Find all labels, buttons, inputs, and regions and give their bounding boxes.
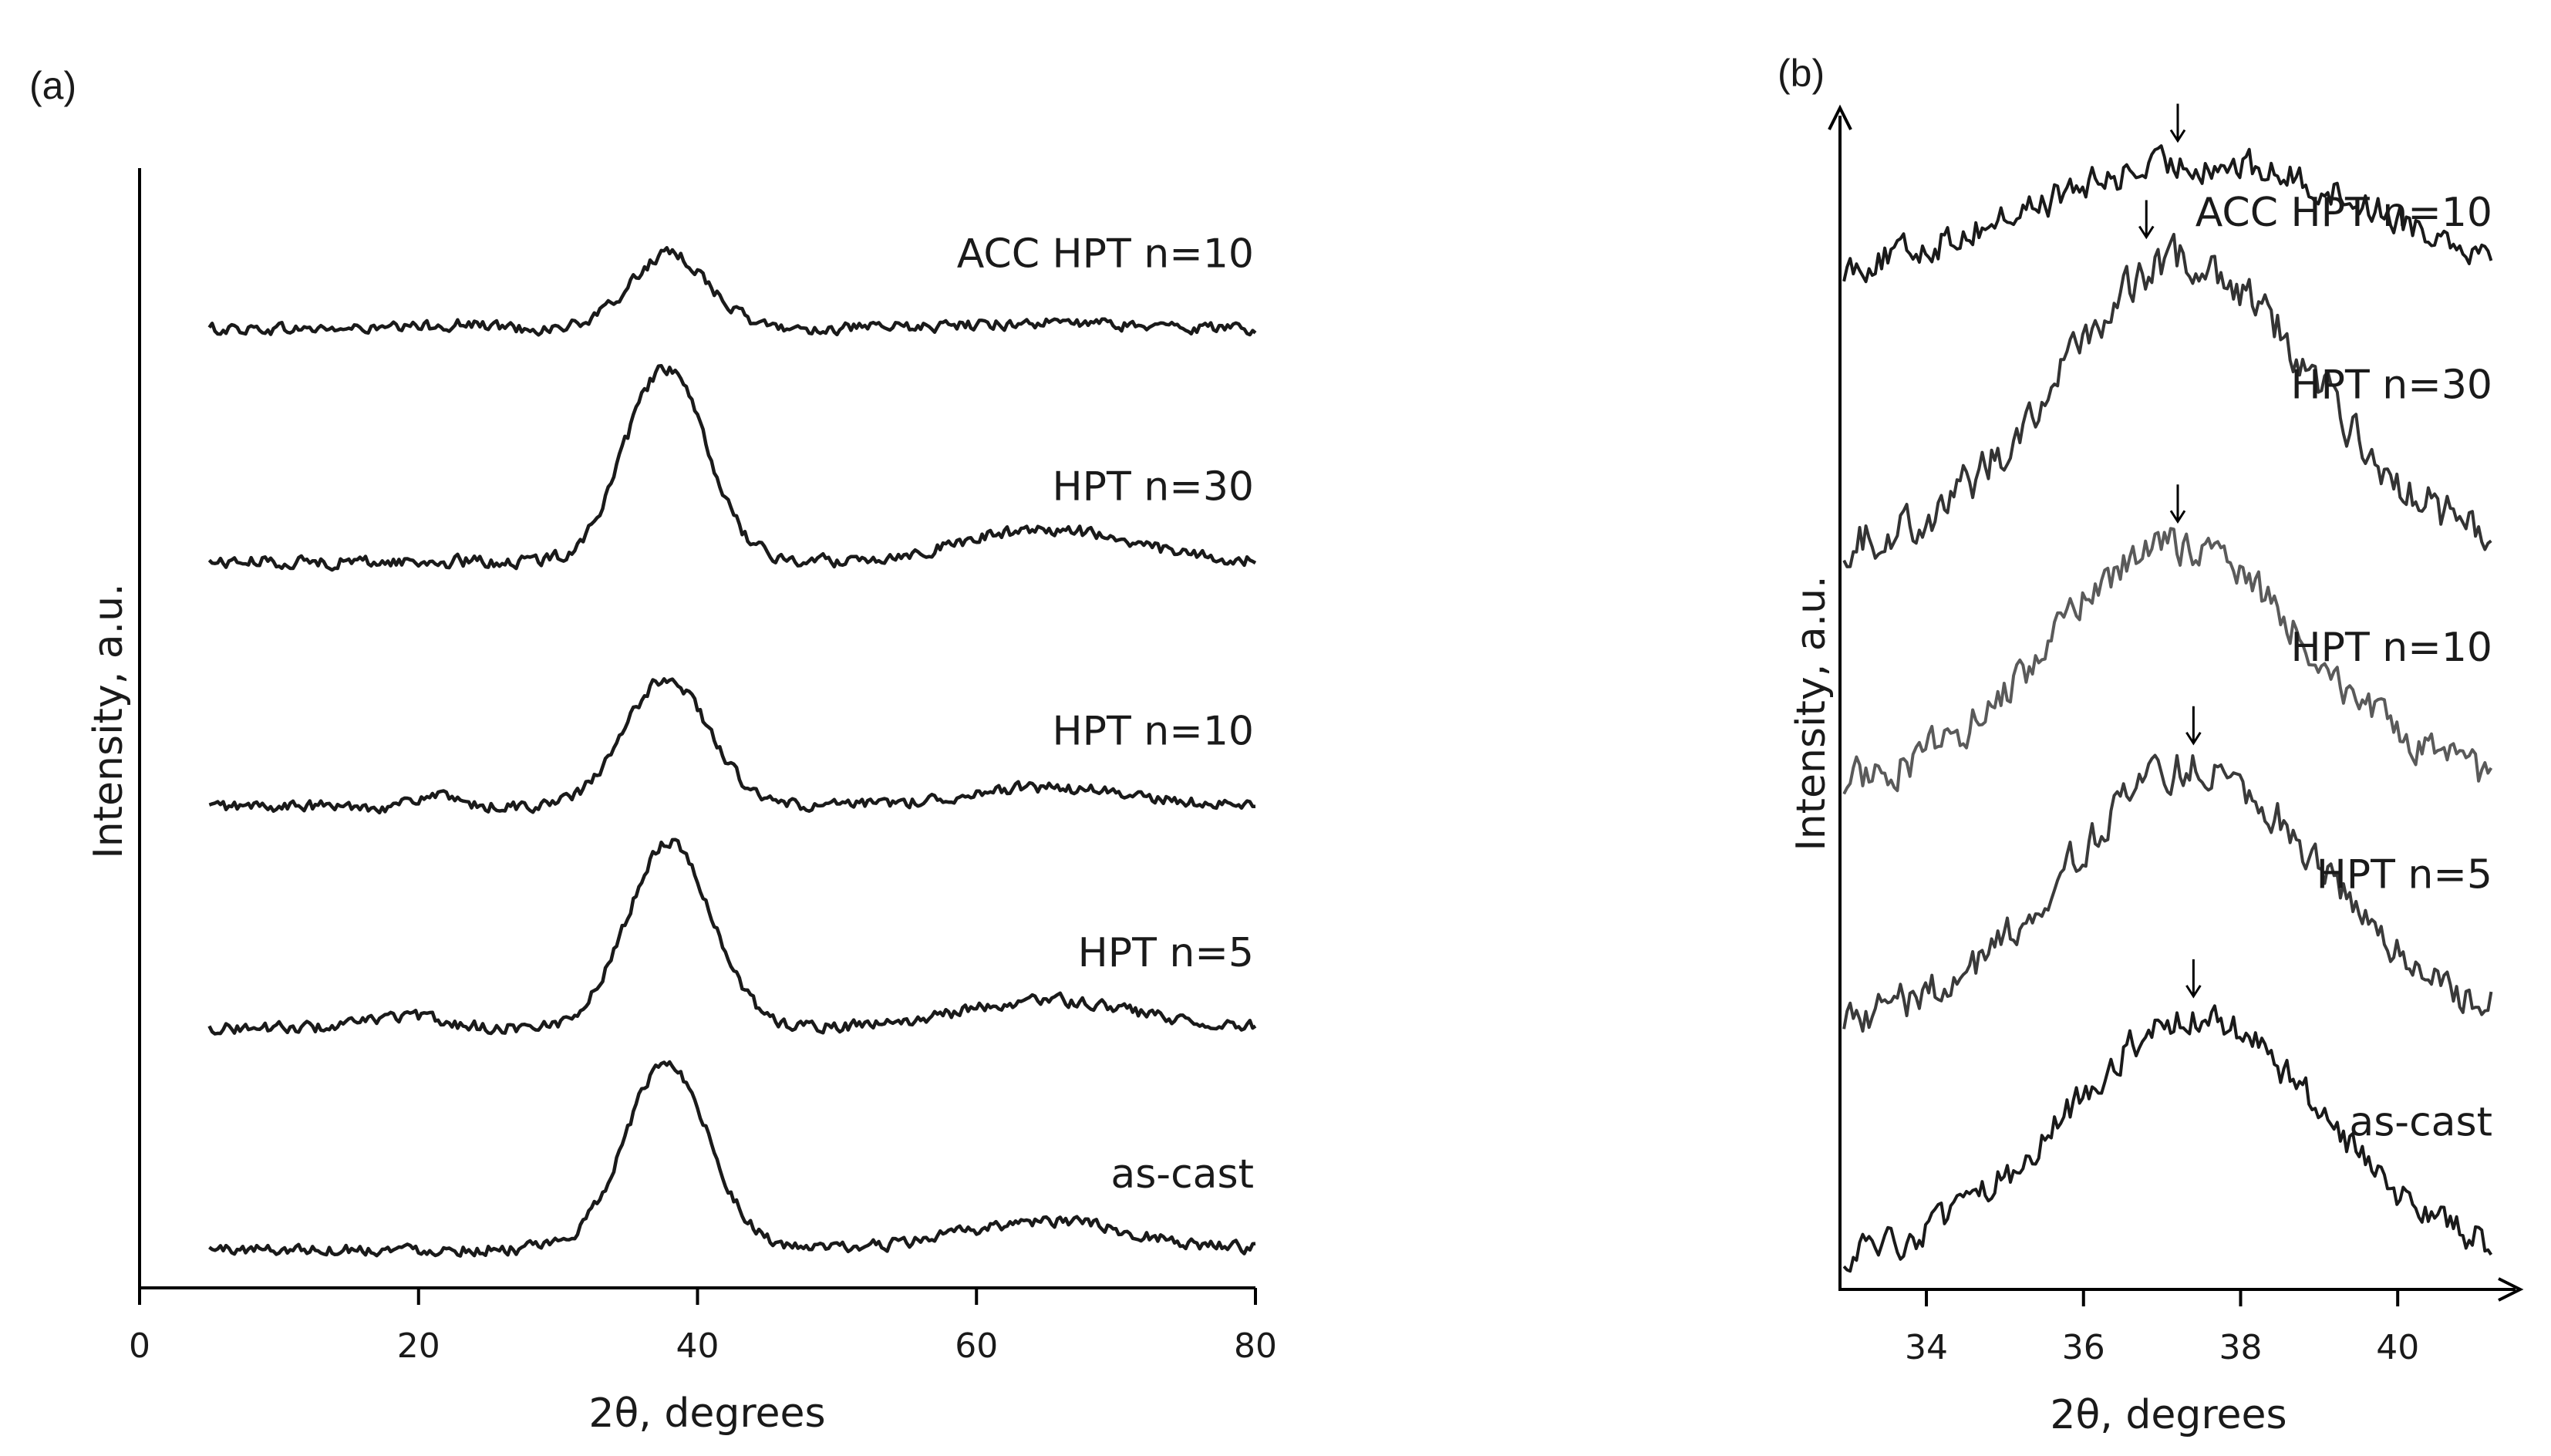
trace-hpt-n-10 [208,677,1256,815]
panel-b-ticks: 34 36 38 40 [1905,1289,2419,1367]
x-tick-label: 60 [955,1326,998,1366]
trace-label: HPT n=5 [2317,851,2492,898]
x-tick-label: 40 [676,1326,719,1366]
trace-as-cast [208,1060,1256,1258]
trace-label: ACC HPT n=10 [957,231,1254,277]
panel-a-label: (a) [29,64,76,107]
trace-hpt-n-5 [1842,753,2493,1033]
x-tick-label: 20 [397,1326,440,1366]
trace-acc-hpt-n-10 [207,246,1257,337]
x-tick-label: 0 [129,1326,150,1366]
trace-label: ACC HPT n=10 [2195,190,2492,236]
trace-label: HPT n=10 [1053,709,1254,755]
trace-hpt-n-10 [1842,527,2493,795]
panel-b-x-arrowhead [2498,1277,2524,1302]
peak-arrow [2185,959,2202,999]
x-tick-label: 36 [2062,1328,2105,1367]
panel-b-y-arrowhead [1828,104,1852,130]
trace-hpt-n-5 [207,838,1257,1036]
trace-label: HPT n=10 [2291,625,2492,671]
panel-a: (a) 0 20 40 60 80 ACC HPT n=10 HPT n=30 HPT n=… [29,64,1277,1437]
peak-arrow [2185,706,2202,746]
panel-b: (b) 34 36 38 40 ACC HPT n=10 HPT n=30 HPT n=1… [1778,52,2524,1438]
trace-label: HPT n=30 [1053,464,1254,511]
trace-label: HPT n=30 [2291,362,2492,408]
trace-label: as-cast [2349,1100,2492,1146]
panel-b-x-title: 2θ, degrees [2050,1392,2286,1438]
panel-a-x-title: 2θ, degrees [588,1390,825,1437]
panel-a-traces: ACC HPT n=10 HPT n=30 HPT n=10 HPT n=5 as-ca… [207,231,1257,1258]
trace-label: as-cast [1110,1151,1254,1198]
trace-hpt-n-30 [1842,232,2492,568]
trace-hpt-n-30 [207,363,1257,572]
x-tick-label: 40 [2376,1328,2419,1367]
x-tick-label: 38 [2219,1328,2262,1367]
trace-as-cast [1842,1004,2493,1273]
peak-arrow [2138,200,2155,240]
peak-arrow [2169,103,2186,143]
panel-b-y-title: Intensity, a.u. [1788,575,1835,851]
peak-arrow [2169,484,2186,524]
panel-a-ticks: 0 20 40 60 80 [129,1288,1277,1366]
trace-label: HPT n=5 [1078,930,1254,976]
x-tick-label: 34 [1905,1328,1948,1367]
trace-acc-hpt-n-10 [1842,144,2493,284]
panel-b-traces: ACC HPT n=10 HPT n=30 HPT n=10 HPT n=5 as-ca… [1842,103,2493,1273]
x-tick-label: 80 [1234,1326,1277,1366]
panel-b-label: (b) [1778,52,1825,95]
panel-a-y-title: Intensity, a.u. [86,583,132,858]
